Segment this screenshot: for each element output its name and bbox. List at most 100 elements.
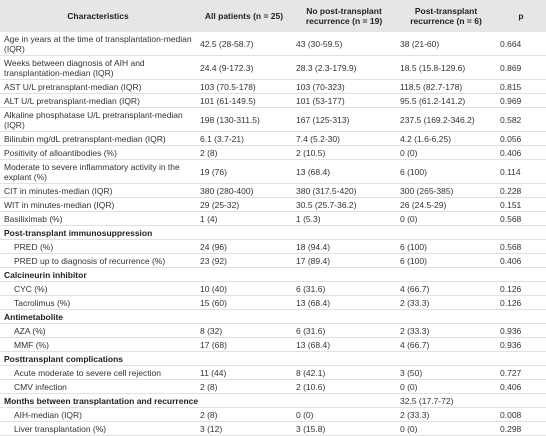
value-cell: 6 (100) — [396, 253, 496, 268]
value-cell: 0.126 — [496, 295, 546, 310]
section-title: Months between transplantation and recur… — [0, 393, 396, 408]
label-cell: Liver transplantation (%) — [0, 421, 196, 436]
value-cell: 29 (25-32) — [196, 197, 292, 212]
label-cell: CMV infection — [0, 379, 196, 394]
value-cell: 13 (68.4) — [292, 159, 396, 184]
value-cell: 6 (100) — [396, 239, 496, 254]
value-cell: 17 (89.4) — [292, 253, 396, 268]
value-cell: 0.815 — [496, 79, 546, 94]
value-cell: 103 (70.5-178) — [196, 79, 292, 94]
value-cell: 2 (33.3) — [396, 407, 496, 422]
value-cell: 3 (50) — [396, 365, 496, 380]
value-cell: 7.4 (5.2-30) — [292, 131, 396, 146]
value-cell: 0.568 — [496, 211, 546, 226]
value-cell: 198 (130-311.5) — [196, 107, 292, 132]
value-cell: 2 (33.3) — [396, 323, 496, 338]
table-row: Alkaline phosphatase U/L pretransplant-m… — [0, 107, 546, 132]
value-cell: 4 (66.7) — [396, 337, 496, 352]
value-cell: 1 (5.3) — [292, 211, 396, 226]
table-row: CMV infection 2 (8) 2 (10.6) 0 (0) 0.406 — [0, 379, 546, 394]
label-cell: CYC (%) — [0, 281, 196, 296]
value-cell: 0 (0) — [396, 211, 496, 226]
table-row: Bilirubin mg/dL pretransplant-median (IQ… — [0, 131, 546, 146]
label-cell: Alkaline phosphatase U/L pretransplant-m… — [0, 107, 196, 132]
value-cell: 42.5 (28-58.7) — [196, 32, 292, 56]
label-cell: AST U/L pretransplant-median (IQR) — [0, 79, 196, 94]
table-row: AIH-median (IQR) 2 (8) 0 (0) 2 (33.3) 0.008 — [0, 407, 546, 422]
table-row: ALT U/L pretransplant-median (IQR) 101 (6… — [0, 93, 546, 108]
value-cell: 6 (100) — [396, 159, 496, 184]
section-row: Antimetabolite — [0, 309, 546, 324]
value-cell: 30.5 (25.7-36.2) — [292, 197, 396, 212]
label-cell: AZA (%) — [0, 323, 196, 338]
table-row: Weeks between diagnosis of AIH and trans… — [0, 55, 546, 80]
value-cell: 2 (8) — [196, 379, 292, 394]
table-row: WIT in minutes-median (IQR) 29 (25-32) 30.… — [0, 197, 546, 212]
header-cell: p — [496, 0, 546, 32]
label-cell: WIT in minutes-median (IQR) — [0, 197, 196, 212]
value-cell: 24.4 (9-172.3) — [196, 55, 292, 80]
value-cell: 0 (0) — [396, 379, 496, 394]
value-cell: 2 (8) — [196, 145, 292, 160]
value-cell: 103 (70-323) — [292, 79, 396, 94]
table-row: Basiliximab (%) 1 (4) 1 (5.3) 0 (0) 0.568 — [0, 211, 546, 226]
value-cell: 0.151 — [496, 197, 546, 212]
value-cell: 38 (21-60) — [396, 32, 496, 56]
value-cell: 43 (30-59.5) — [292, 32, 396, 56]
value-cell: 0.936 — [496, 323, 546, 338]
value-cell: 0.008 — [496, 407, 546, 422]
value-cell: 32.5 (17.7-72) — [396, 393, 496, 408]
section-row: Post-transplant immunosuppression — [0, 225, 546, 240]
value-cell: 101 (61-149.5) — [196, 93, 292, 108]
value-cell: 0.406 — [496, 145, 546, 160]
label-cell: AIH-median (IQR) — [0, 407, 196, 422]
label-cell: CIT in minutes-median (IQR) — [0, 183, 196, 198]
value-cell: 2 (33.3) — [396, 295, 496, 310]
table-row: AST U/L pretransplant-median (IQR) 103 (7… — [0, 79, 546, 94]
value-cell — [496, 393, 546, 408]
table-row: Positivity of alloantibodies (%) 2 (8) 2 (… — [0, 145, 546, 160]
table-row: CIT in minutes-median (IQR) 380 (280-400)… — [0, 183, 546, 198]
value-cell: 237.5 (169.2-346.2) — [396, 107, 496, 132]
section-title: Antimetabolite — [0, 309, 546, 324]
table-row: Tacrolimus (%) 15 (60) 13 (68.4) 2 (33.3) 0.… — [0, 295, 546, 310]
table-row: Liver transplantation (%) 3 (12) 3 (15.8) 0… — [0, 421, 546, 436]
section-row: Posttransplant complications — [0, 351, 546, 366]
label-cell: Age in years at the time of transplantat… — [0, 32, 196, 56]
value-cell: 380 (280-400) — [196, 183, 292, 198]
value-cell: 101 (53-177) — [292, 93, 396, 108]
value-cell: 380 (317.5-420) — [292, 183, 396, 198]
value-cell: 0.936 — [496, 337, 546, 352]
value-cell: 13 (68.4) — [292, 337, 396, 352]
table-row: Moderate to severe inflammatory activity… — [0, 159, 546, 184]
label-cell: Tacrolimus (%) — [0, 295, 196, 310]
value-cell: 0 (0) — [396, 421, 496, 436]
table-row: AZA (%) 8 (32) 6 (31.6) 2 (33.3) 0.936 — [0, 323, 546, 338]
value-cell: 1 (4) — [196, 211, 292, 226]
value-cell: 24 (96) — [196, 239, 292, 254]
label-cell: Positivity of alloantibodies (%) — [0, 145, 196, 160]
value-cell: 0.406 — [496, 379, 546, 394]
section-row: Calcineurin inhibitor — [0, 267, 546, 282]
value-cell: 17 (68) — [196, 337, 292, 352]
value-cell: 2 (10.6) — [292, 379, 396, 394]
header-cell: No post-transplant recurrence (n = 19) — [292, 0, 396, 32]
value-cell: 6 (31.6) — [292, 281, 396, 296]
table-row: PRED (%) 24 (96) 18 (94.4) 6 (100) 0.568 — [0, 239, 546, 254]
section-title: Calcineurin inhibitor — [0, 267, 546, 282]
header-row: Characteristics All patients (n = 25) No p… — [0, 0, 546, 32]
label-cell: Bilirubin mg/dL pretransplant-median (IQ… — [0, 131, 196, 146]
value-cell: 0.114 — [496, 159, 546, 184]
value-cell: 26 (24.5-29) — [396, 197, 496, 212]
label-cell: PRED (%) — [0, 239, 196, 254]
header-cell: Characteristics — [0, 0, 196, 32]
value-cell: 95.5 (61.2-141.2) — [396, 93, 496, 108]
value-cell: 2 (8) — [196, 407, 292, 422]
value-cell: 23 (92) — [196, 253, 292, 268]
value-cell: 0.969 — [496, 93, 546, 108]
label-cell: PRED up to diagnosis of recurrence (%) — [0, 253, 196, 268]
value-cell: 4 (66.7) — [396, 281, 496, 296]
section-row: Months between transplantation and recur… — [0, 393, 546, 408]
